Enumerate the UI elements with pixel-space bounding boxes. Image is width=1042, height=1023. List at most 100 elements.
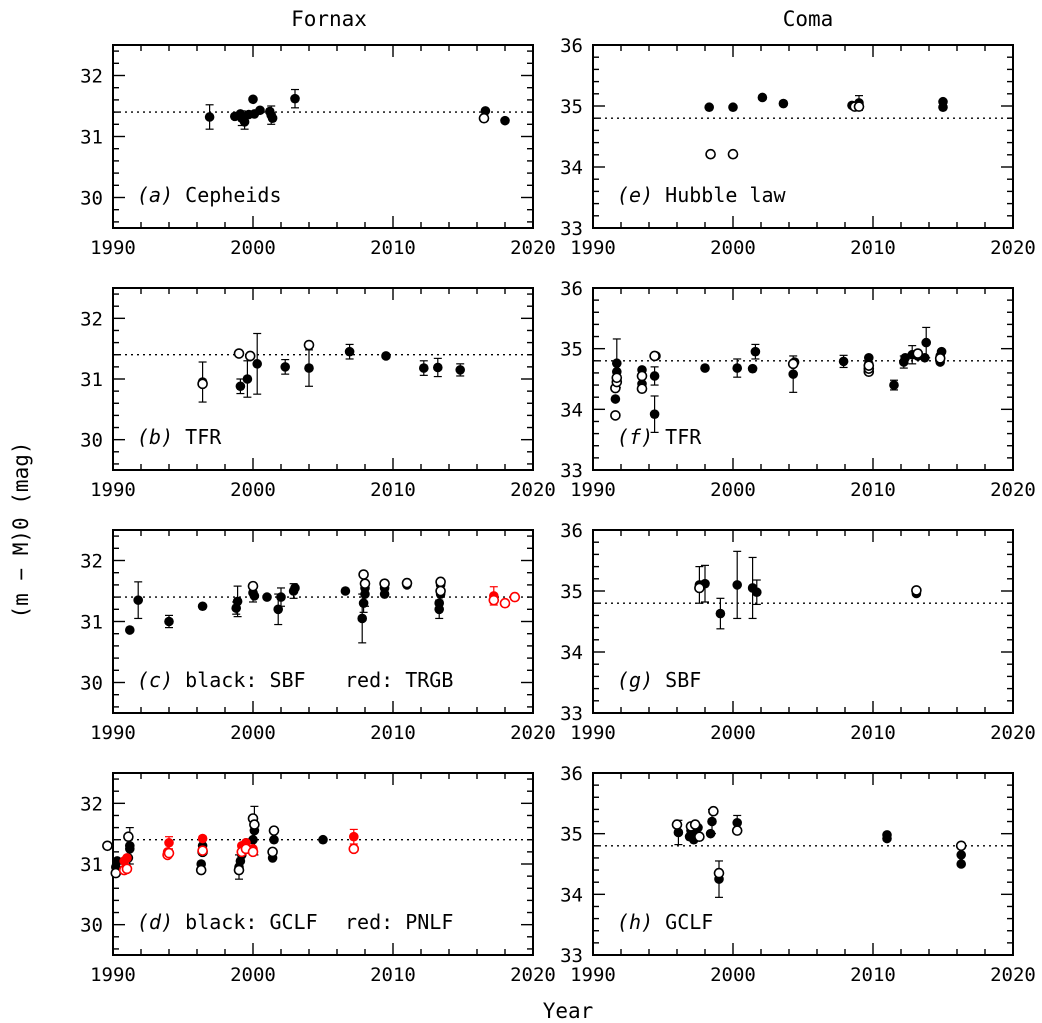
- open-point: [488, 594, 500, 606]
- open-point: [267, 846, 278, 858]
- open-point: [359, 578, 371, 589]
- panel-frame: [592, 44, 1014, 229]
- panel-grid: 1990 2000 2010 2020 30 31 32 (a) Cepheids 1990 20…: [80, 35, 1036, 986]
- filled-point: [290, 93, 300, 104]
- panel-d: 1990 2000 2010 2020 30 31 32 (d) black: GCLF red…: [80, 772, 556, 986]
- open-point: [636, 370, 648, 382]
- filled-point: [649, 409, 660, 419]
- x-tick-label: 2000: [710, 479, 756, 501]
- open-point: [197, 378, 208, 390]
- open-point: [121, 863, 133, 875]
- x-tick-label: 2010: [850, 722, 896, 744]
- y-tick-label: 32: [80, 66, 103, 88]
- x-tick-label: 2010: [370, 237, 416, 259]
- open-point: [636, 383, 648, 395]
- filled-point: [938, 96, 948, 107]
- open-point: [610, 410, 621, 421]
- y-tick-label: 33: [560, 703, 583, 725]
- y-tick-label: 36: [560, 520, 583, 542]
- y-tick-label: 35: [560, 581, 583, 603]
- filled-point: [704, 102, 714, 113]
- filled-point: [778, 98, 789, 109]
- filled-point: [112, 856, 122, 866]
- open-point: [303, 339, 315, 351]
- filled-point: [340, 586, 351, 596]
- open-point: [435, 576, 446, 588]
- filled-point: [280, 362, 291, 372]
- open-point: [195, 864, 207, 876]
- filled-point: [956, 850, 966, 860]
- open-point: [268, 825, 280, 836]
- x-tick-label: 2010: [370, 964, 416, 986]
- x-tick-label: 2000: [230, 237, 276, 259]
- x-tick-label: 2020: [990, 237, 1036, 259]
- open-point: [694, 831, 705, 843]
- panel-label: (h) GCLF: [617, 910, 713, 934]
- x-tick-label: 2020: [510, 479, 556, 501]
- filled-point: [649, 371, 660, 381]
- panel-label-secondary: red: TRGB: [345, 668, 453, 692]
- filled-point: [164, 616, 174, 627]
- open-point: [853, 101, 865, 112]
- filled-point: [434, 598, 445, 608]
- y-tick-label: 32: [80, 551, 103, 573]
- open-point: [348, 843, 360, 855]
- filled-point: [197, 833, 208, 844]
- x-tick-label: 2000: [710, 964, 756, 986]
- panel-label: (c) black: SBF: [137, 668, 306, 692]
- filled-point: [838, 356, 849, 367]
- filled-point: [204, 112, 215, 122]
- x-tick-label: 2000: [230, 722, 276, 744]
- open-point: [912, 348, 924, 359]
- panel-label: (b) TFR: [137, 425, 222, 449]
- filled-point: [433, 362, 443, 373]
- panel-e: 1990 2000 2010 2020 33 34 35 36 (e) Hubble law: [560, 35, 1036, 259]
- x-tick-label: 1990: [90, 237, 136, 259]
- open-point: [102, 840, 113, 852]
- x-tick-label: 2010: [850, 237, 896, 259]
- filled-point: [707, 816, 717, 827]
- open-point: [244, 350, 256, 362]
- y-tick-label: 34: [560, 642, 583, 664]
- open-point: [934, 353, 946, 364]
- filled-point: [262, 592, 272, 602]
- filled-point: [248, 94, 258, 105]
- x-tick-label: 2020: [510, 237, 556, 259]
- y-tick-label: 31: [80, 612, 103, 634]
- x-tick-label: 2010: [850, 479, 896, 501]
- filled-point: [732, 817, 742, 828]
- open-point: [499, 597, 511, 609]
- open-point: [863, 360, 875, 371]
- y-tick-label: 31: [80, 369, 103, 391]
- panel-f: 1990 2000 2010 2020 33 34 35 36 (f) TFR: [560, 278, 1036, 501]
- panel-label-secondary: red: PNLF: [345, 910, 453, 934]
- open-point: [708, 805, 719, 817]
- open-point: [611, 372, 623, 384]
- y-tick-label: 36: [560, 35, 583, 57]
- y-tick-label: 34: [560, 157, 583, 179]
- filled-point: [752, 587, 762, 598]
- filled-point: [242, 374, 253, 384]
- filled-point: [757, 92, 768, 103]
- filled-point: [455, 365, 466, 375]
- x-tick-label: 1990: [570, 479, 616, 501]
- filled-point: [357, 613, 368, 624]
- x-tick-label: 1990: [570, 722, 616, 744]
- y-tick-label: 36: [560, 763, 583, 785]
- x-tick-label: 2000: [710, 237, 756, 259]
- filled-point: [235, 381, 246, 392]
- filled-point: [255, 105, 265, 116]
- panel-label: (e) Hubble law: [617, 183, 787, 207]
- filled-point: [358, 598, 369, 608]
- x-tick-label: 1990: [570, 237, 616, 259]
- filled-point: [747, 363, 758, 374]
- open-point: [233, 348, 245, 359]
- open-point: [233, 864, 245, 876]
- y-tick-label: 33: [560, 218, 583, 240]
- panel-a: 1990 2000 2010 2020 30 31 32 (a) Cepheids: [80, 44, 556, 259]
- open-point: [163, 847, 175, 859]
- filled-point: [197, 601, 208, 612]
- y-tick-label: 35: [560, 96, 583, 118]
- x-tick-label: 2020: [990, 964, 1036, 986]
- filled-point: [269, 834, 279, 845]
